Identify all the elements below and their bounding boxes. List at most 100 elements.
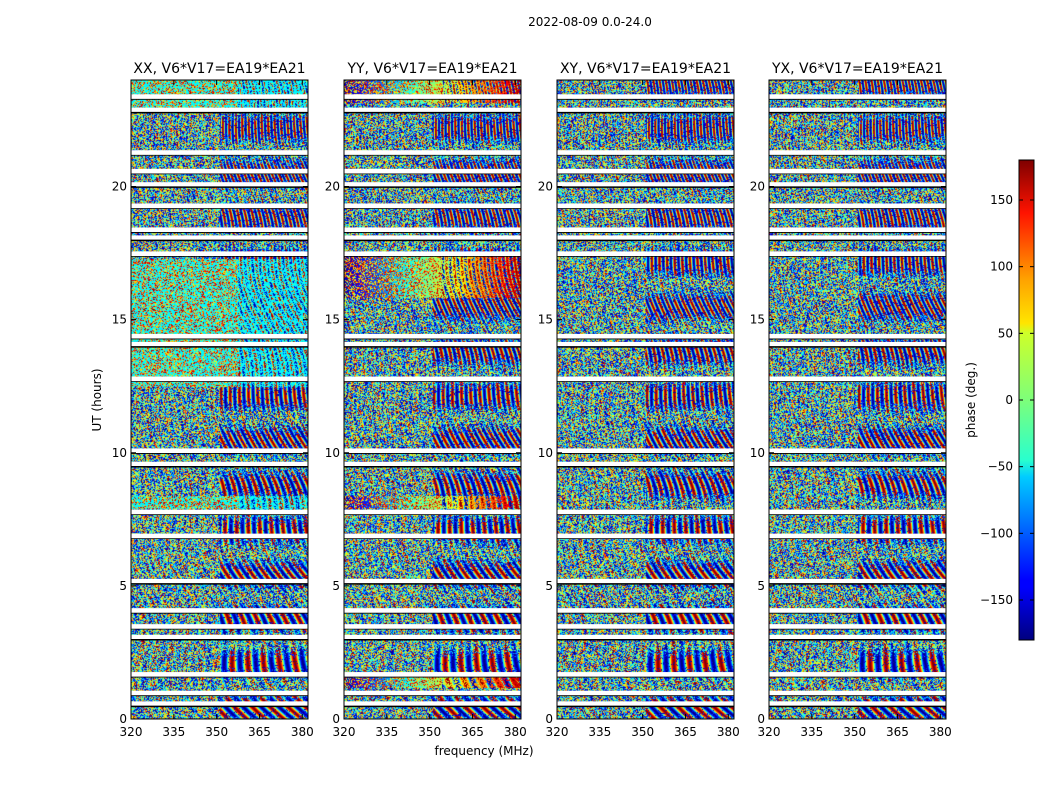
x-tick-label: 365: [248, 725, 271, 739]
flagged-row: [131, 634, 308, 640]
x-axis-label: frequency (MHz): [434, 744, 533, 758]
flagged-row: [344, 624, 521, 630]
flagged-row: [131, 701, 308, 707]
panel-frame: [130, 79, 309, 720]
flagged-row: [769, 634, 946, 640]
flagged-row: [769, 227, 946, 233]
flagged-row: [769, 251, 946, 257]
flagged-row: [557, 672, 734, 678]
flagged-row: [131, 341, 308, 347]
flagged-row: [131, 690, 308, 696]
y-tick-label: 10: [750, 446, 765, 460]
panel-1: XX, V6*V17=EA19*EA21 320 335 350 365 380 0 5 10 1…: [112, 61, 314, 739]
flagged-row: [344, 634, 521, 640]
flagged-row: [769, 107, 946, 113]
flagged-row: [131, 251, 308, 257]
flagged-row: [131, 203, 308, 209]
flagged-row: [131, 94, 308, 100]
flagged-row: [131, 333, 308, 339]
y-tick-label: 10: [538, 446, 553, 460]
y-tick-label: 20: [750, 180, 765, 194]
y-tick-label: 15: [750, 313, 765, 327]
flagged-row: [557, 608, 734, 614]
flagged-row: [344, 509, 521, 515]
flagged-row: [769, 341, 946, 347]
x-tick-label: 350: [418, 725, 441, 739]
panel-frame: [768, 79, 947, 720]
x-tick-label: 380: [929, 725, 952, 739]
flagged-row: [557, 461, 734, 467]
colorbar: 150 100 50 0 −50 −100 −150 phase (deg.): [964, 159, 1035, 641]
colorbar-tick-label: 100: [990, 260, 1013, 274]
flagged-row: [131, 448, 308, 454]
flagged-row: [557, 701, 734, 707]
colorbar-tick-label: −50: [988, 460, 1013, 474]
y-tick-label: 5: [545, 579, 553, 593]
x-tick-label: 335: [588, 725, 611, 739]
panel-frame: [343, 79, 522, 720]
flagged-row: [344, 150, 521, 156]
colorbar-tick-label: −150: [980, 593, 1013, 607]
flagged-row: [557, 235, 734, 241]
flagged-row: [344, 608, 521, 614]
flagged-row: [344, 235, 521, 241]
flagged-row: [344, 690, 521, 696]
y-tick-label: 15: [112, 313, 127, 327]
flagged-row: [557, 578, 734, 584]
flagged-row: [344, 168, 521, 174]
flagged-row: [557, 168, 734, 174]
flagged-row: [344, 533, 521, 539]
flagged-row: [131, 509, 308, 515]
y-tick-label: 5: [757, 579, 765, 593]
flagged-row: [344, 251, 521, 257]
heatmap-image: [131, 80, 308, 719]
flagged-row: [557, 182, 734, 188]
flagged-row: [344, 94, 521, 100]
y-tick-label: 0: [119, 712, 127, 726]
flagged-row: [557, 203, 734, 209]
colorbar-tick-label: 50: [998, 326, 1013, 340]
panel-title: XY, V6*V17=EA19*EA21: [560, 61, 731, 77]
flagged-row: [344, 333, 521, 339]
flagged-row: [131, 376, 308, 382]
y-tick-label: 5: [332, 579, 340, 593]
x-tick-label: 365: [886, 725, 909, 739]
flagged-row: [769, 672, 946, 678]
flagged-row: [557, 376, 734, 382]
colorbar-ticks: 150 100 50 0 −50 −100 −150: [980, 193, 1034, 607]
flagged-row: [769, 376, 946, 382]
x-tick-label: 320: [758, 725, 781, 739]
flagged-row: [557, 150, 734, 156]
flagged-row: [769, 235, 946, 241]
x-tick-label: 320: [546, 725, 569, 739]
flagged-row: [769, 624, 946, 630]
flagged-row: [344, 203, 521, 209]
heatmap-image: [557, 80, 734, 719]
flagged-row: [344, 448, 521, 454]
x-tick-label: 335: [800, 725, 823, 739]
y-tick-label: 0: [757, 712, 765, 726]
flagged-row: [769, 94, 946, 100]
flagged-row: [557, 107, 734, 113]
flagged-row: [769, 690, 946, 696]
flagged-row: [131, 461, 308, 467]
heatmap-image: [769, 80, 946, 719]
flagged-row: [131, 182, 308, 188]
x-tick-label: 365: [461, 725, 484, 739]
flagged-row: [557, 533, 734, 539]
colorbar-tick-label: 0: [1005, 393, 1013, 407]
flagged-row: [557, 333, 734, 339]
flagged-row: [557, 448, 734, 454]
flagged-row: [769, 168, 946, 174]
heatmap-image: [344, 80, 521, 719]
x-tick-label: 350: [631, 725, 654, 739]
flagged-row: [131, 150, 308, 156]
flagged-row: [769, 182, 946, 188]
y-tick-label: 20: [538, 180, 553, 194]
flagged-row: [769, 448, 946, 454]
flagged-row: [131, 227, 308, 233]
flagged-row: [344, 182, 521, 188]
panel-3: XY, V6*V17=EA19*EA21 320 335 350 365 380 0 5 10 1…: [538, 61, 740, 739]
panel-4: YX, V6*V17=EA19*EA21 320 335 350 365 380 0 5 10 1…: [750, 61, 952, 739]
x-tick-label: 365: [674, 725, 697, 739]
